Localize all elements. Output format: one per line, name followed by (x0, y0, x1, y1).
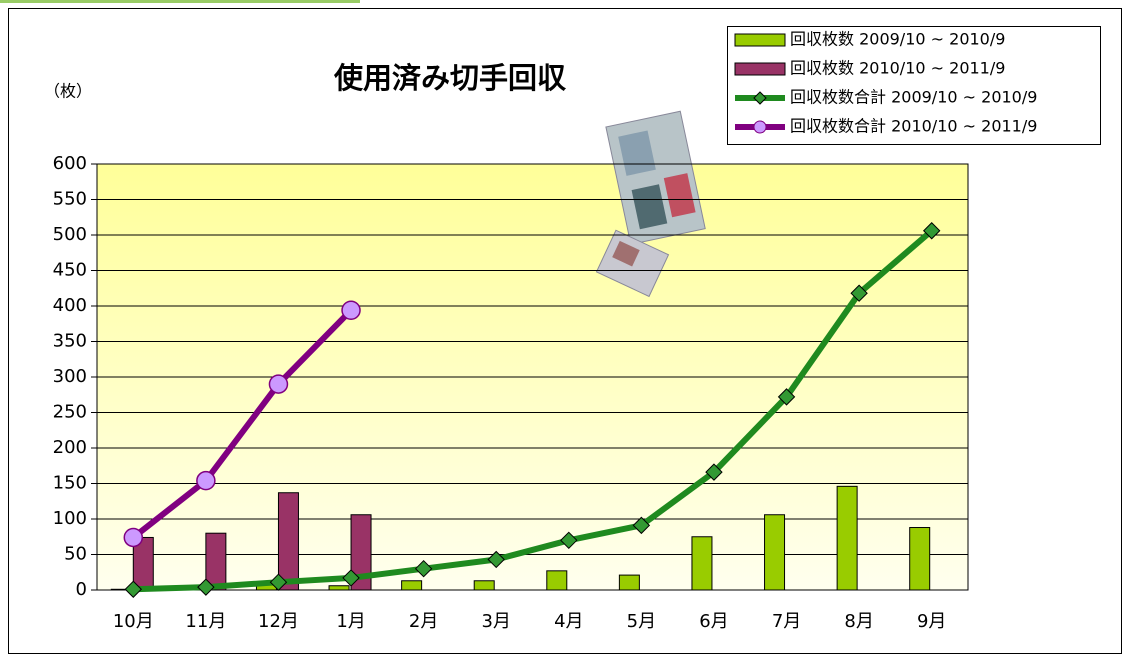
x-tick-label: 6月 (699, 611, 728, 632)
x-tick-label: 4月 (554, 611, 583, 632)
bar (278, 493, 298, 590)
bar (547, 571, 567, 590)
bar (402, 581, 422, 590)
marker (197, 472, 215, 490)
y-axis-label: （枚） (44, 82, 92, 101)
marker (342, 301, 360, 319)
legend-swatch (735, 63, 785, 75)
y-tick-label: 100 (53, 508, 87, 529)
legend-label: 回収枚数 2010/10 ~ 2011/9 (790, 59, 1005, 78)
x-tick-label: 8月 (844, 611, 873, 632)
y-tick-label: 500 (53, 224, 87, 245)
y-tick-label: 350 (53, 331, 87, 352)
x-tick-label: 10月 (113, 611, 154, 632)
y-tick-label: 450 (53, 260, 87, 281)
y-tick-label: 600 (53, 153, 87, 174)
y-tick-label: 0 (76, 579, 87, 600)
x-tick-label: 9月 (917, 611, 946, 632)
legend-label: 回収枚数 2009/10 ~ 2010/9 (790, 30, 1005, 49)
x-tick-label: 12月 (258, 611, 299, 632)
bar (619, 575, 639, 590)
legend: 回収枚数 2009/10 ~ 2010/9 回収枚数 2010/10 ~ 2011… (728, 27, 1101, 145)
x-tick-label: 3月 (481, 611, 510, 632)
bar (329, 586, 349, 590)
x-tick-label: 7月 (772, 611, 801, 632)
y-tick-label: 250 (53, 402, 87, 423)
marker (124, 528, 142, 546)
y-tick-label: 400 (53, 295, 87, 316)
x-tick-label: 1月 (336, 611, 365, 632)
x-tick-label: 2月 (409, 611, 438, 632)
legend-swatch (735, 34, 785, 46)
y-tick-label: 150 (53, 473, 87, 494)
bar (837, 486, 857, 590)
bar (910, 528, 930, 590)
marker (269, 375, 287, 393)
y-tick-label: 300 (53, 366, 87, 387)
y-tick-label: 50 (64, 544, 87, 565)
x-tick-label: 5月 (627, 611, 656, 632)
y-tick-label: 200 (53, 437, 87, 458)
bar (692, 537, 712, 590)
legend-label: 回収枚数合計 2009/10 ~ 2010/9 (790, 88, 1037, 107)
top-strip (0, 0, 360, 3)
x-tick-label: 11月 (185, 611, 226, 632)
legend-label: 回収枚数合計 2010/10 ~ 2011/9 (790, 117, 1037, 136)
bar (474, 581, 494, 590)
y-tick-label: 550 (53, 189, 87, 210)
chart-title: 使用済み切手回収 (333, 61, 567, 95)
chart: 使用済み切手回収 （枚） 回収枚数 2009/10 ~ 2010/9回収枚数 2… (0, 0, 1132, 654)
legend-marker (754, 121, 766, 133)
bar (765, 515, 785, 590)
